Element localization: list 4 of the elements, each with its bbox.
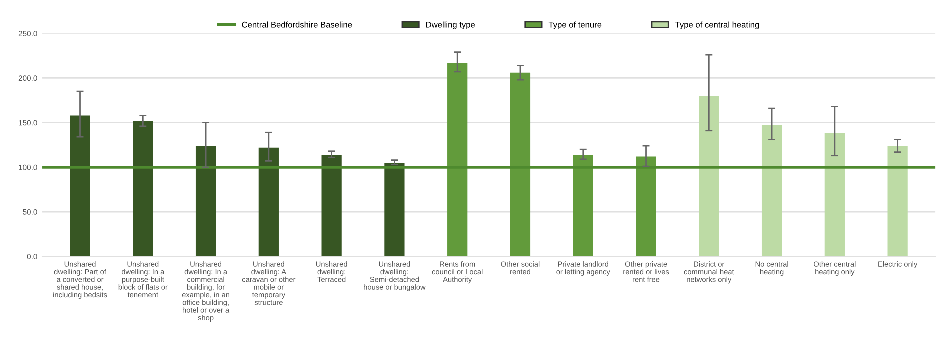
legend-label: Type of central heating <box>676 22 760 30</box>
legend-label: Dwelling type <box>426 22 476 30</box>
legend-label: Central Bedfordshire Baseline <box>242 22 352 28</box>
legend-label: Type of tenure <box>548 22 602 30</box>
